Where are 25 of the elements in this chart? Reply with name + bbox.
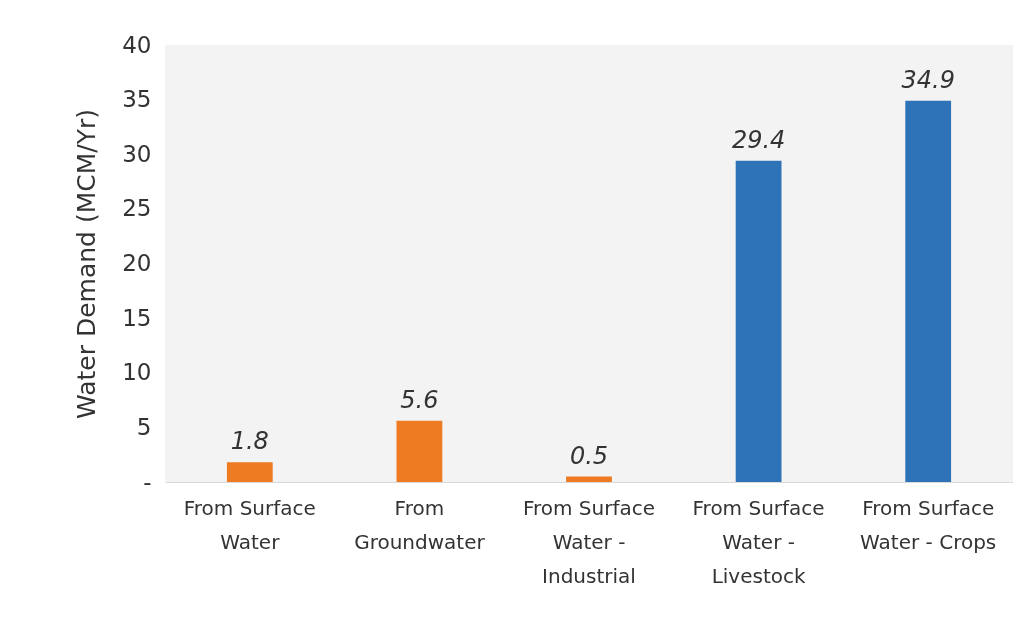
bar [566,476,612,482]
x-tick-label: From Groundwater [354,495,486,554]
bar [226,462,273,482]
data-label: 0.5 [569,441,609,470]
x-tick-label: From Surface Water - Crops [860,495,997,554]
y-tick-label: 30 [122,140,152,167]
bar [396,420,443,482]
bar [905,100,952,482]
y-tick-label: 10 [122,359,152,386]
y-tick-label: 15 [122,304,152,331]
y-tick-label: 25 [122,195,152,222]
y-tick-label: 5 [136,413,152,440]
data-label: 29.4 [731,125,786,154]
data-label: 1.8 [230,427,269,456]
x-tick-label: From Surface Water - Livestock [692,495,825,588]
y-tick-label: 40 [122,31,152,58]
data-label: 34.9 [901,65,955,94]
y-axis-title: Water Demand (MCM/Yr) [72,109,102,419]
x-tick-label: From Surface Water [183,495,316,554]
y-tick-label: 35 [122,86,152,113]
y-tick-label: 20 [122,250,152,276]
bar [735,160,782,482]
y-tick-label: - [143,468,152,495]
data-label: 5.6 [400,385,439,414]
x-tick-label: From Surface Water - Industrial [522,495,656,588]
